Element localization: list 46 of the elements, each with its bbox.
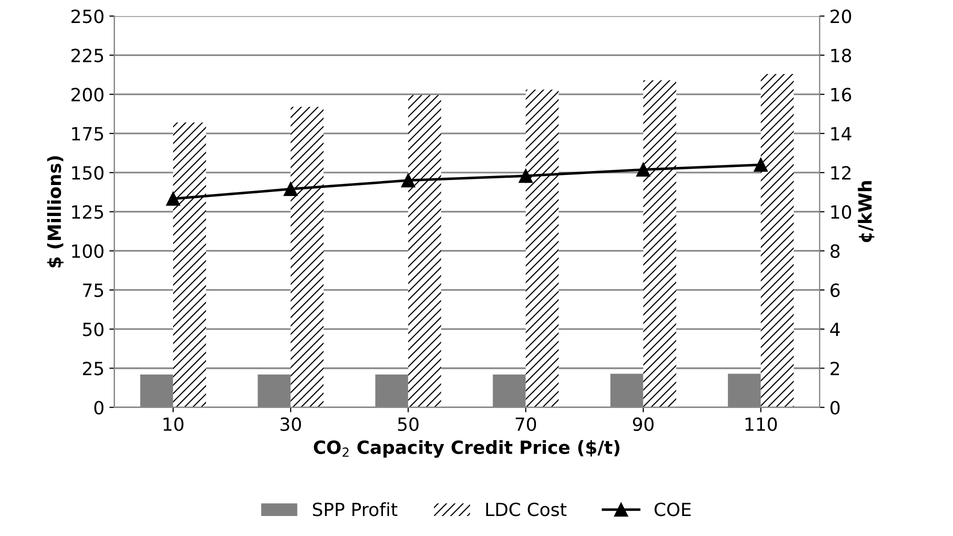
y2-tick-label: 2 xyxy=(830,362,839,376)
y-tick-label: 175 xyxy=(72,127,104,141)
legend-label: COE xyxy=(654,502,691,516)
y-tick-label: 150 xyxy=(72,166,104,180)
x-tick-label: 50 xyxy=(398,417,418,432)
y-tick-label: 200 xyxy=(71,88,104,102)
y2-tick-label: 0 xyxy=(830,400,840,414)
x-tick-label: 30 xyxy=(280,417,301,432)
legend-label: LDC Cost xyxy=(486,502,566,516)
y2-tick-label: 20 xyxy=(830,10,852,24)
bar xyxy=(760,74,794,408)
x-tick-label: 10 xyxy=(164,417,184,432)
y-tick-label: 75 xyxy=(83,284,104,298)
y-tick-label: 0 xyxy=(94,400,104,414)
y-tick-label: 50 xyxy=(83,322,104,336)
x-tick-label: 70 xyxy=(516,417,536,432)
point xyxy=(166,192,180,206)
point xyxy=(636,162,650,177)
point xyxy=(754,158,768,172)
point xyxy=(518,168,533,183)
y2-tick-label: 4 xyxy=(830,322,840,336)
x-axis-title: CO$_{2}$ Capacity Credit Price ($/t) xyxy=(314,440,620,458)
x-tick-label: 90 xyxy=(632,417,654,432)
bar xyxy=(408,95,442,408)
y2-tick-label: 8 xyxy=(830,244,840,258)
bar xyxy=(173,122,206,408)
y2-tick-label: 12 xyxy=(831,166,850,180)
point xyxy=(284,182,298,196)
y-tick-label: 100 xyxy=(72,244,104,258)
bar xyxy=(643,80,676,408)
y-tick-label: 225 xyxy=(71,48,104,62)
y-tick-label: 25 xyxy=(82,362,104,376)
y2-tick-label: 14 xyxy=(831,127,852,140)
y2-tick-label: 10 xyxy=(831,205,852,219)
bar xyxy=(290,106,324,408)
legend-label: SPP Profit xyxy=(312,502,398,516)
y2-axis-title: ¢/kWh xyxy=(858,181,874,242)
y-tick-label: 125 xyxy=(72,205,104,219)
x-tick-label: 110 xyxy=(746,417,777,432)
y2-tick-label: 18 xyxy=(831,48,852,62)
y-tick-label: 250 xyxy=(71,10,104,24)
bar xyxy=(526,90,559,408)
y-axis-title: $ (Millions) xyxy=(47,156,64,268)
y2-tick-label: 6 xyxy=(830,283,840,298)
point xyxy=(401,173,416,188)
y2-tick-label: 16 xyxy=(831,88,852,102)
